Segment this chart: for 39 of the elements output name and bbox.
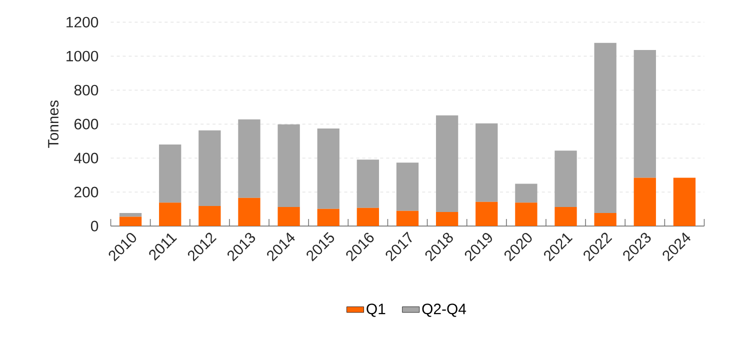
bar xyxy=(238,119,260,198)
bar xyxy=(634,50,656,178)
bar xyxy=(198,130,221,206)
y-tick-label: 800 xyxy=(74,84,98,96)
legend-label: Q1 xyxy=(366,304,386,317)
bar xyxy=(515,202,538,226)
bar xyxy=(554,150,577,207)
bar xyxy=(159,144,182,203)
bar xyxy=(554,206,577,226)
y-tick-label: 0 xyxy=(90,220,98,232)
bar xyxy=(476,123,498,202)
bar xyxy=(515,184,538,203)
bar xyxy=(278,206,300,226)
bar xyxy=(436,115,458,212)
bar xyxy=(317,128,340,209)
y-tick-label: 600 xyxy=(74,118,98,130)
bar xyxy=(159,202,182,226)
bar xyxy=(594,212,616,226)
legend-label: Q2-Q4 xyxy=(422,304,466,317)
bar xyxy=(634,178,656,226)
y-tick-label: 400 xyxy=(74,152,98,164)
bar xyxy=(238,198,260,226)
bar xyxy=(673,178,696,226)
bar xyxy=(119,216,142,226)
y-axis-title: Tonnes xyxy=(48,100,59,148)
bar xyxy=(317,208,340,226)
bar xyxy=(198,206,221,226)
y-tick-label: 200 xyxy=(74,186,98,198)
y-tick-label: 1200 xyxy=(66,16,98,28)
bar xyxy=(396,210,419,226)
bar xyxy=(396,162,419,211)
bar xyxy=(436,212,458,226)
bar xyxy=(356,208,380,226)
bar xyxy=(356,160,380,208)
bar xyxy=(278,124,300,207)
bar xyxy=(476,202,498,226)
bar xyxy=(594,42,616,213)
bar xyxy=(119,212,142,217)
y-tick-label: 1000 xyxy=(66,50,98,62)
